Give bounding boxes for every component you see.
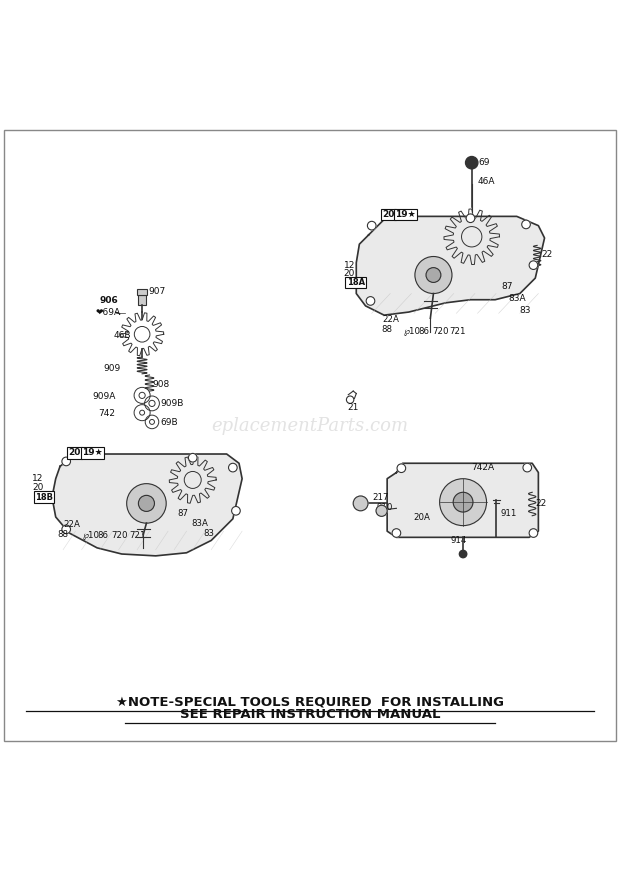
Text: 20A: 20A [414,513,430,522]
Circle shape [188,454,197,462]
FancyBboxPatch shape [138,294,146,305]
Circle shape [376,505,387,517]
Circle shape [440,479,487,525]
Text: 721: 721 [450,327,466,336]
Circle shape [426,267,441,282]
Text: 87: 87 [177,510,188,518]
Text: 19★: 19★ [396,210,416,219]
Text: 909: 909 [104,364,120,374]
FancyBboxPatch shape [137,288,147,294]
Text: 20: 20 [343,269,355,279]
Text: 83A: 83A [192,519,208,529]
Circle shape [466,157,478,169]
Text: 21: 21 [347,403,358,412]
Text: 12: 12 [32,474,43,483]
Text: SEE REPAIR INSTRUCTION MANUAL: SEE REPAIR INSTRUCTION MANUAL [180,708,440,721]
Circle shape [232,506,241,515]
Circle shape [459,550,467,557]
Text: 909B: 909B [161,399,184,408]
Text: ℘10: ℘10 [404,327,421,336]
Text: 12: 12 [343,261,355,270]
Text: 914: 914 [451,536,467,545]
Text: 18B: 18B [35,493,53,502]
Text: 83: 83 [204,529,215,537]
Text: 83: 83 [520,307,531,315]
Text: 87: 87 [502,281,513,291]
Circle shape [466,214,475,223]
Text: 46A: 46A [478,177,495,186]
Text: eplacementParts.com: eplacementParts.com [211,417,409,436]
Circle shape [523,463,531,472]
Circle shape [529,260,538,269]
Circle shape [392,529,401,537]
Text: 83A: 83A [509,294,526,303]
Text: 69: 69 [478,159,489,167]
Circle shape [529,529,538,537]
Text: 721: 721 [129,531,146,540]
Circle shape [126,483,166,523]
Polygon shape [356,216,544,315]
Text: 911: 911 [500,509,516,517]
Text: 906: 906 [100,296,118,306]
Text: 22A: 22A [383,315,400,324]
Circle shape [368,221,376,230]
Text: 909A: 909A [92,392,115,402]
Text: 22A: 22A [63,521,80,530]
Circle shape [353,496,368,510]
Text: 86: 86 [418,327,429,336]
Text: 20: 20 [32,483,43,492]
Circle shape [366,297,375,305]
Text: 86: 86 [97,531,108,540]
Text: 720: 720 [111,531,128,540]
Text: 20: 20 [382,210,394,219]
Polygon shape [387,463,538,537]
Circle shape [453,492,473,512]
Text: 742: 742 [99,409,115,418]
Text: 22: 22 [535,499,547,508]
Circle shape [62,457,71,466]
Text: 69B: 69B [160,418,178,427]
Circle shape [521,220,530,229]
Text: 217: 217 [373,493,389,502]
Text: 18A: 18A [347,278,365,287]
Text: 22: 22 [541,250,552,260]
Text: 88: 88 [57,530,68,539]
Circle shape [62,525,71,534]
Text: ★NOTE-SPECIAL TOOLS REQUIRED  FOR INSTALLING: ★NOTE-SPECIAL TOOLS REQUIRED FOR INSTALL… [116,696,504,709]
Text: 907: 907 [148,287,166,296]
Circle shape [415,256,452,294]
Text: 908: 908 [153,381,170,389]
Text: 88: 88 [381,325,392,334]
Text: 742A: 742A [472,463,495,472]
Text: ℘10: ℘10 [83,531,100,540]
Circle shape [397,464,405,473]
Circle shape [229,463,237,472]
Text: 20: 20 [68,449,81,457]
Text: 910: 910 [377,503,393,512]
Polygon shape [52,454,242,556]
Text: ❤69A: ❤69A [95,307,120,316]
Text: 19★: 19★ [82,449,103,457]
Text: 46B: 46B [113,331,131,340]
Circle shape [138,496,154,511]
Text: 720: 720 [432,327,449,336]
